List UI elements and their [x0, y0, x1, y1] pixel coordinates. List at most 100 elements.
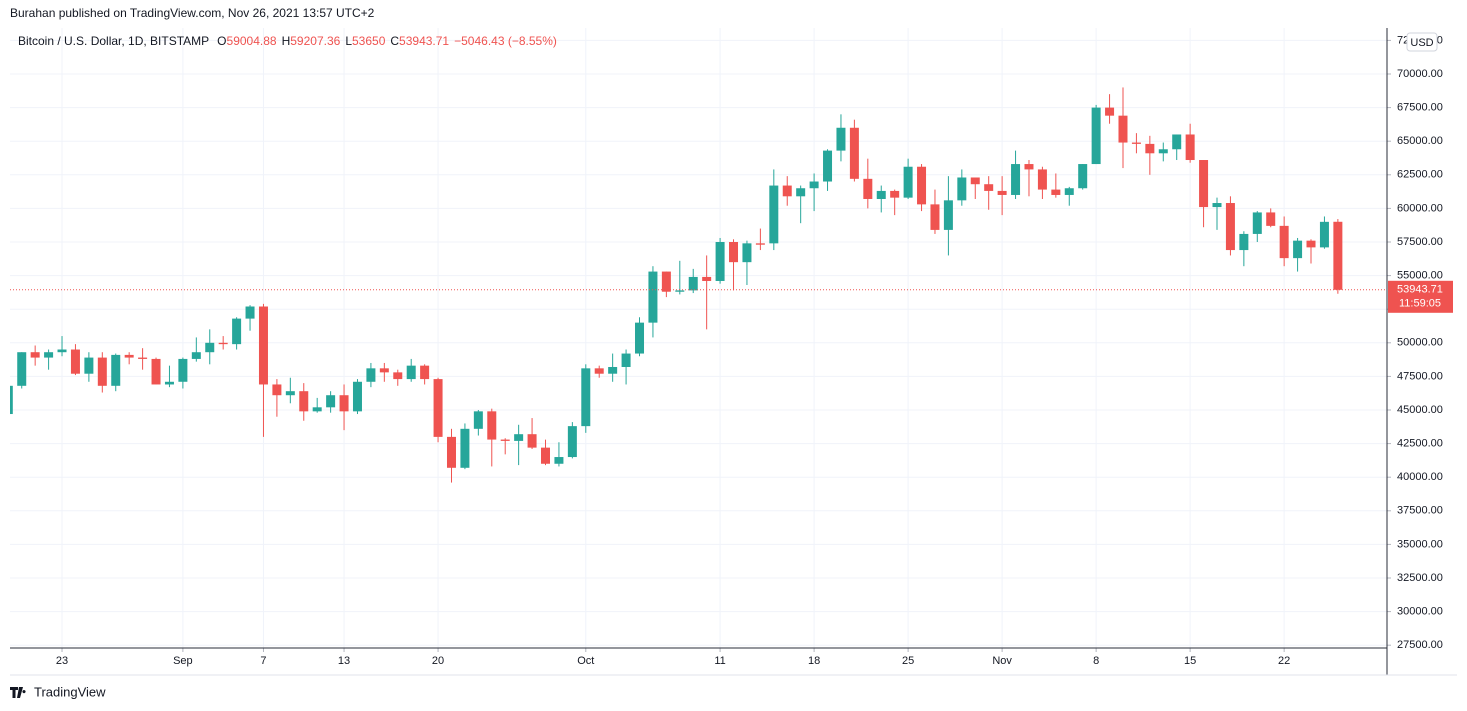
- candle-body: [527, 434, 537, 448]
- candle-body: [285, 391, 295, 396]
- candle-body: [1199, 160, 1209, 208]
- y-tick-label: 32500.00: [1397, 572, 1443, 584]
- candle-body: [890, 190, 900, 198]
- candle-body: [943, 200, 953, 230]
- candle-body: [1064, 188, 1074, 195]
- candle-body: [567, 426, 577, 458]
- candle-body: [1145, 143, 1155, 154]
- candle-body: [796, 188, 806, 197]
- candle-body: [393, 372, 403, 380]
- candle-body: [326, 395, 336, 408]
- x-tick-label: Sep: [173, 655, 193, 667]
- grid: [10, 28, 1387, 648]
- candle-body: [608, 366, 618, 374]
- y-tick-label: 37500.00: [1397, 505, 1443, 517]
- y-tick-label: 70000.00: [1397, 68, 1443, 80]
- candle-body: [514, 434, 524, 441]
- x-tick-label: 25: [902, 655, 914, 667]
- candle-body: [1131, 142, 1141, 144]
- candle-body: [742, 243, 752, 263]
- candle-body: [1091, 107, 1101, 165]
- candle-body: [782, 185, 792, 197]
- ohlc-value: 53650: [352, 34, 386, 48]
- y-tick-label: 42500.00: [1397, 438, 1443, 450]
- candle-body: [621, 353, 631, 367]
- y-tick-label: 35000.00: [1397, 538, 1443, 550]
- candle-body: [1011, 164, 1021, 195]
- footer-logo: TradingView: [10, 684, 106, 699]
- candle-body: [930, 204, 940, 230]
- currency-box[interactable]: [1406, 32, 1438, 52]
- x-tick-label: 15: [1184, 655, 1196, 667]
- candle-body: [903, 166, 913, 198]
- candle-body: [473, 411, 483, 429]
- candle-body: [10, 385, 13, 415]
- candle-body: [809, 181, 819, 189]
- candle-body: [312, 407, 322, 412]
- candle-body: [1239, 233, 1249, 251]
- last-price-tag: [1388, 280, 1453, 313]
- x-tick-label: 7: [260, 655, 266, 667]
- candle-body: [581, 368, 591, 427]
- candle-body: [1037, 169, 1047, 190]
- candle-body: [97, 357, 107, 386]
- candle-body: [406, 365, 416, 380]
- candle-body: [769, 185, 779, 244]
- x-tick-label: 18: [808, 655, 820, 667]
- candle-body: [433, 379, 443, 437]
- candle-body: [446, 436, 456, 468]
- change: −5046.43 (−8.55%): [454, 34, 557, 48]
- candle-body: [245, 306, 255, 319]
- candle-body: [299, 391, 309, 412]
- candle-body: [205, 342, 215, 353]
- candle-body: [1252, 212, 1262, 234]
- y-tick-label: 62500.00: [1397, 169, 1443, 181]
- publisher: Burahan published on TradingView.com, No…: [10, 6, 375, 20]
- countdown: 11:59:05: [1399, 298, 1441, 310]
- ohlc-label: C: [390, 34, 399, 48]
- y-tick-label: 47500.00: [1397, 370, 1443, 382]
- candle-body: [366, 368, 376, 382]
- candle-body: [702, 276, 712, 281]
- x-tick-label: 11: [714, 655, 725, 667]
- x-tick-label: 8: [1093, 655, 1099, 667]
- x-tick-label: 13: [338, 655, 350, 667]
- candle-body: [970, 177, 980, 185]
- candle-body: [876, 190, 886, 199]
- candle-body: [164, 381, 174, 385]
- candle-body: [1172, 134, 1182, 150]
- candle-body: [44, 352, 54, 358]
- y-tick-label: 57500.00: [1397, 236, 1443, 248]
- ohlc-label: H: [282, 34, 291, 48]
- currency[interactable]: USD: [1410, 37, 1433, 49]
- candle-body: [111, 354, 121, 386]
- candle-body: [849, 127, 859, 179]
- candle-body: [1279, 225, 1289, 259]
- candle-body: [836, 127, 846, 151]
- y-tick-label: 30000.00: [1397, 606, 1443, 618]
- y-tick-label: 67500.00: [1397, 102, 1443, 114]
- candle-body: [420, 365, 430, 380]
- candle-body: [339, 395, 349, 412]
- ohlc-label: L: [345, 34, 352, 48]
- candle-body: [554, 457, 564, 464]
- y-tick-label: 50000.00: [1397, 337, 1443, 349]
- candle-body: [17, 352, 27, 386]
- candle-body: [487, 411, 497, 440]
- currency-button[interactable]: USD: [1406, 32, 1438, 52]
- candle-body: [997, 190, 1007, 195]
- y-tick-label: 65000.00: [1397, 135, 1443, 147]
- y-tick-label: 27500.00: [1397, 639, 1443, 651]
- candle-body: [178, 358, 188, 382]
- candle-body: [1118, 115, 1128, 143]
- candle-body: [70, 349, 80, 374]
- candle-body: [1024, 164, 1034, 170]
- x-tick-label: Nov: [992, 655, 1012, 667]
- candle-body: [124, 354, 134, 358]
- y-tick-label: 55000.00: [1397, 270, 1443, 282]
- candle-body: [218, 342, 228, 345]
- candle-body: [57, 349, 67, 353]
- candle-body: [84, 357, 94, 374]
- footer-brand: TradingView: [34, 684, 106, 699]
- candle-body: [460, 428, 470, 468]
